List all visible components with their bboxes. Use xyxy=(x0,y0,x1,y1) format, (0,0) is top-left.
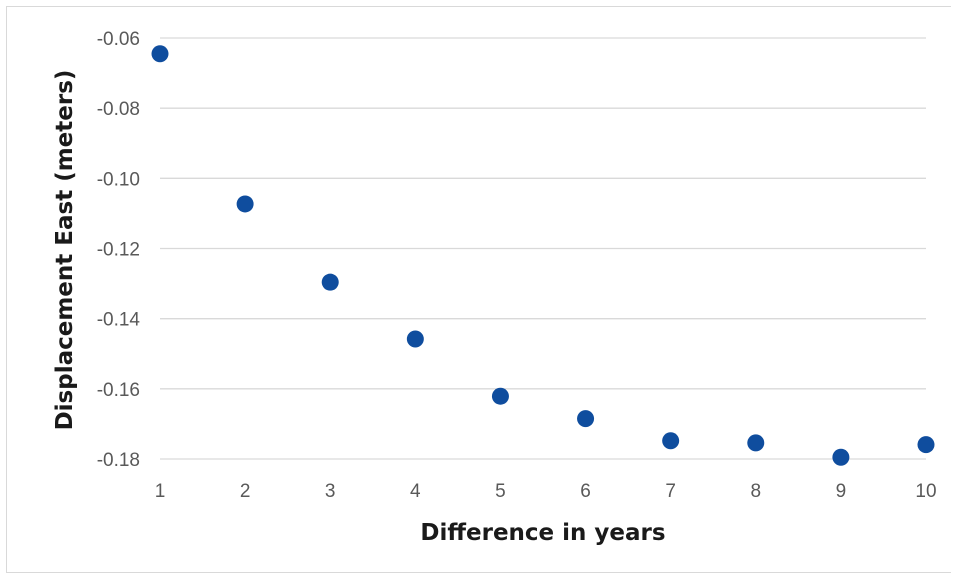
x-tick-label: 1 xyxy=(155,481,166,502)
x-tick-label: 7 xyxy=(665,481,676,502)
y-tick-label: -0.08 xyxy=(97,99,140,120)
chart-border xyxy=(6,6,951,573)
data-points xyxy=(151,45,935,466)
y-tick-label: -0.12 xyxy=(97,240,140,261)
y-tick-label: -0.14 xyxy=(97,310,141,331)
y-tick-label: -0.06 xyxy=(97,29,140,50)
y-axis-title: Displacement East (meters) xyxy=(52,70,78,431)
data-point xyxy=(491,387,509,405)
x-axis-title: Difference in years xyxy=(420,520,665,546)
x-tick-label: 5 xyxy=(495,481,506,502)
x-tick-label: 8 xyxy=(750,481,761,502)
x-tick-label: 4 xyxy=(410,481,421,502)
data-point xyxy=(832,448,850,466)
x-tick-label: 10 xyxy=(915,481,936,502)
y-axis-ticks: -0.06 -0.08 -0.10 -0.12 -0.14 -0.16 -0.18 xyxy=(97,29,141,471)
x-tick-label: 3 xyxy=(325,481,336,502)
data-point xyxy=(236,195,254,213)
data-point xyxy=(747,434,765,452)
gridlines xyxy=(160,37,926,460)
data-point xyxy=(662,432,680,450)
data-point xyxy=(151,45,169,63)
y-tick-label: -0.16 xyxy=(97,380,140,401)
data-point xyxy=(577,410,595,428)
x-tick-label: 2 xyxy=(240,481,251,502)
x-tick-label: 9 xyxy=(836,481,847,502)
data-point xyxy=(321,273,339,291)
x-axis-ticks: 1 2 3 4 5 6 7 8 9 10 xyxy=(155,481,937,502)
data-point xyxy=(406,330,424,348)
y-tick-label: -0.18 xyxy=(97,450,140,471)
x-tick-label: 6 xyxy=(580,481,591,502)
data-point xyxy=(917,436,935,454)
y-tick-label: -0.10 xyxy=(97,169,140,190)
